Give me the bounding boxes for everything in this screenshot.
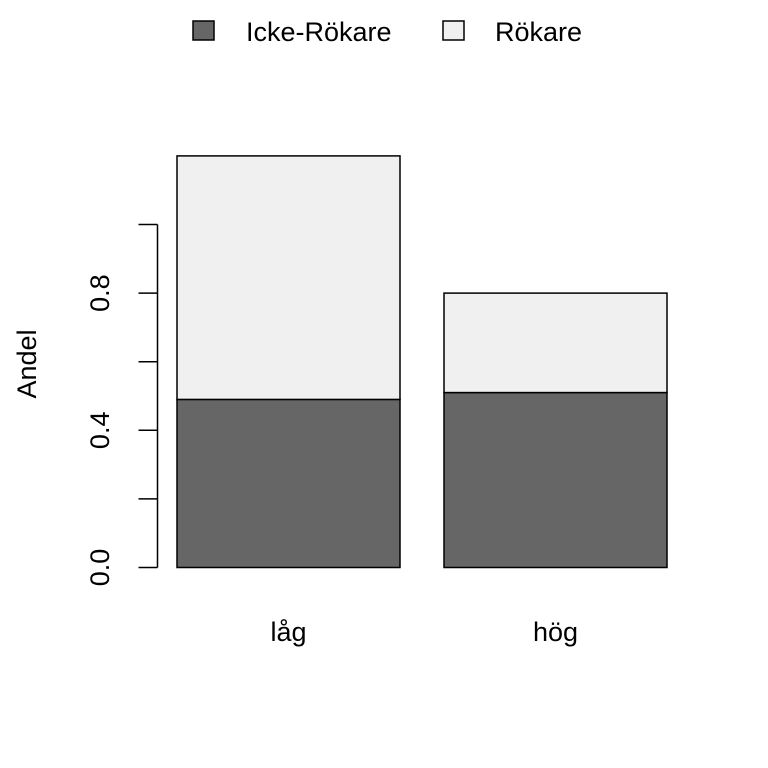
bar-segment [176,155,401,401]
x-tick-label: hög [533,617,578,647]
y-tick-label: 0.8 [85,274,115,312]
bar-segment [176,398,401,569]
bar-segment [443,391,668,569]
y-tick-label: 0.4 [85,412,115,450]
legend-label: Rökare [495,17,582,47]
y-axis: 0.0 0.4 0.8 [85,223,159,587]
y-axis-title: Andel [12,329,42,398]
bar-segment [443,292,668,394]
bars [176,155,668,569]
legend: Icke-Rökare Rökare [192,17,582,47]
legend-label: Icke-Rökare [246,17,392,47]
x-labels: låg hög [270,617,578,647]
y-tick-label: 0.0 [85,549,115,587]
legend-swatch [442,20,465,41]
x-tick-label: låg [270,617,306,647]
legend-swatch [192,20,215,41]
